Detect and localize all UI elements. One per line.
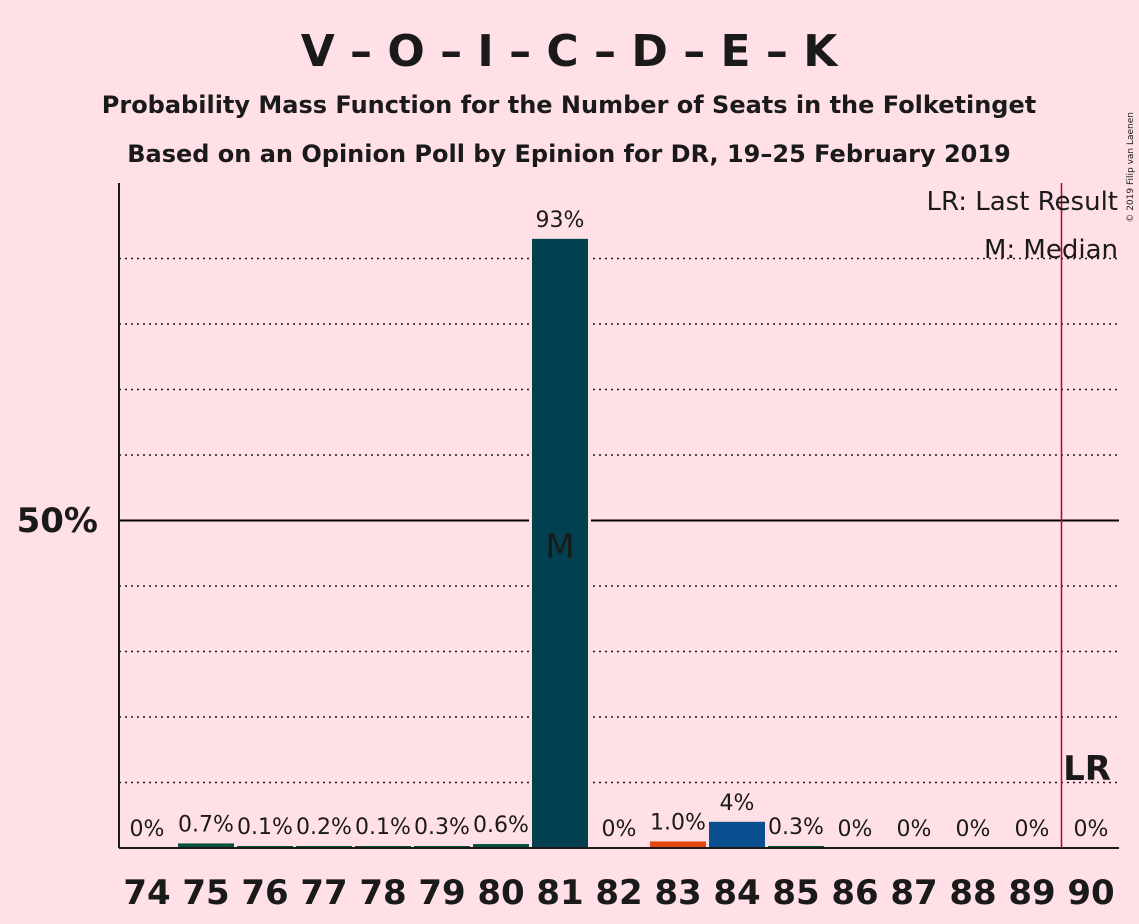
value-label-89: 0% (1015, 817, 1050, 842)
x-tick-80: 80 (477, 873, 524, 913)
x-tick-79: 79 (418, 873, 465, 913)
x-tick-87: 87 (890, 873, 937, 913)
copyright-note: © 2019 Filip van Laenen (1126, 112, 1136, 223)
chart-subtitle-2: Based on an Opinion Poll by Epinion for … (127, 140, 1011, 168)
value-label-86: 0% (838, 817, 873, 842)
legend-median: M: Median (984, 235, 1118, 265)
value-label-79: 0.3% (414, 815, 470, 840)
bar-83 (650, 841, 706, 848)
bar-80 (473, 844, 529, 848)
bar-81 (532, 238, 588, 849)
x-tick-85: 85 (772, 873, 819, 913)
median-marker: M (545, 527, 574, 567)
x-tick-84: 84 (713, 873, 760, 913)
value-label-81: 93% (536, 208, 585, 233)
legend-last-result: LR: Last Result (926, 187, 1118, 217)
x-tick-77: 77 (300, 873, 347, 913)
value-label-78: 0.1% (355, 815, 411, 840)
value-label-85: 0.3% (768, 815, 824, 840)
x-tick-76: 76 (241, 873, 288, 913)
x-tick-81: 81 (536, 873, 583, 913)
value-label-82: 0% (602, 817, 637, 842)
chart-subtitle-1: Probability Mass Function for the Number… (102, 91, 1036, 119)
y-tick-50: 50% (17, 501, 98, 541)
value-label-75: 0.7% (178, 812, 234, 837)
x-tick-89: 89 (1008, 873, 1055, 913)
x-tick-75: 75 (182, 873, 229, 913)
value-label-80: 0.6% (473, 813, 529, 838)
chart-title: V – O – I – C – D – E – K (301, 26, 840, 77)
bar-84 (709, 821, 765, 848)
x-tick-88: 88 (949, 873, 996, 913)
last-result-marker: LR (1063, 749, 1111, 789)
x-tick-82: 82 (595, 873, 642, 913)
x-tick-78: 78 (359, 873, 406, 913)
value-label-74: 0% (130, 817, 165, 842)
x-tick-83: 83 (654, 873, 701, 913)
gridlines (119, 257, 1119, 784)
bar-75 (178, 843, 234, 848)
x-tick-74: 74 (123, 873, 170, 913)
value-label-84: 4% (720, 791, 755, 816)
value-label-77: 0.2% (296, 815, 352, 840)
value-label-88: 0% (956, 817, 991, 842)
value-labels: 0% 0.7% 0.1% 0.2% 0.1% 0.3% 0.6%93%0% 1.0%4%0.3… (130, 208, 1109, 842)
value-label-76: 0.1% (237, 815, 293, 840)
value-label-90: 0% (1074, 817, 1109, 842)
x-axis-labels: 74 75 76 77 78 79 80 81 82 83 84 85 86 87 88 89 90 (123, 873, 1114, 913)
x-tick-90: 90 (1067, 873, 1114, 913)
value-label-83: 1.0% (650, 810, 706, 835)
value-label-87: 0% (897, 817, 932, 842)
x-tick-86: 86 (831, 873, 878, 913)
bars (178, 237, 824, 849)
